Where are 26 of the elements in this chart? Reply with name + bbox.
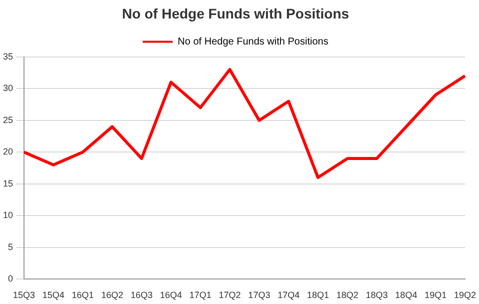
y-tick-label: 15: [2, 178, 14, 188]
x-tick-label: 18Q4: [395, 290, 418, 300]
x-tick-label: 16Q1: [72, 290, 94, 300]
x-tick-label: 17Q4: [278, 290, 300, 300]
x-tick-label: 18Q2: [336, 290, 358, 300]
x-tick-label: 17Q3: [248, 290, 270, 300]
x-tick-label: 18Q1: [306, 290, 330, 300]
y-tick-label: 10: [2, 210, 14, 220]
x-tick-label: 15Q3: [12, 290, 36, 300]
x-tick-label: 17Q2: [218, 290, 241, 300]
chart-title: No of Hedge Funds with Positions: [122, 5, 350, 22]
y-tick-label: 0: [8, 274, 14, 284]
y-tick-label: 35: [2, 51, 14, 62]
x-tick-label: 19Q1: [424, 290, 447, 300]
x-tick-label: 15Q4: [42, 290, 64, 300]
y-tick-label: 5: [8, 242, 14, 252]
x-tick-label: 19Q2: [454, 290, 476, 300]
x-tick-label: 18Q3: [366, 290, 388, 300]
x-tick-label: 17Q1: [189, 290, 212, 300]
legend-label: No of Hedge Funds with Positions: [178, 36, 328, 48]
x-tick-label: 16Q3: [130, 290, 153, 300]
x-tick-label: 16Q2: [101, 290, 124, 300]
x-tick-label: 16Q4: [160, 290, 182, 300]
y-tick-label: 25: [2, 114, 14, 125]
y-tick-label: 30: [2, 83, 14, 94]
y-tick-label: 20: [2, 146, 14, 157]
